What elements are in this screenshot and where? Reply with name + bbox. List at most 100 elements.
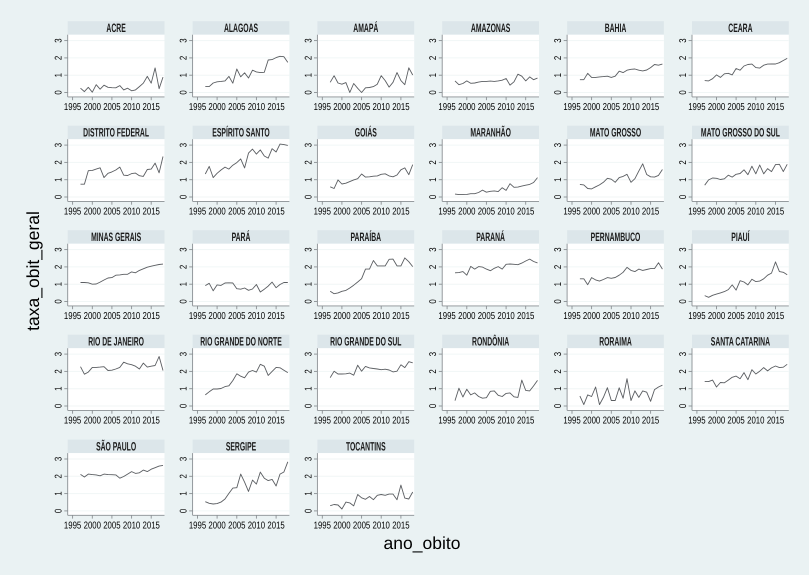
svg-text:0: 0 [303,299,314,304]
svg-text:2015: 2015 [267,311,285,322]
svg-text:0: 0 [179,508,190,513]
svg-text:1: 1 [303,491,314,495]
svg-text:3: 3 [303,247,314,252]
svg-text:3: 3 [54,142,65,147]
svg-text:2000: 2000 [208,416,226,427]
svg-text:MINAS GERAIS: MINAS GERAIS [91,230,141,244]
svg-text:1: 1 [54,491,65,495]
svg-text:2000: 2000 [708,311,726,322]
svg-text:ACRE: ACRE [106,21,125,35]
svg-text:2000: 2000 [208,102,226,113]
svg-text:2: 2 [179,160,190,164]
svg-text:2005: 2005 [603,102,621,113]
svg-text:2: 2 [553,56,564,60]
svg-text:PARAÍBA: PARAÍBA [351,230,382,244]
svg-text:ALAGOAS: ALAGOAS [224,21,258,35]
svg-text:2005: 2005 [103,520,121,531]
svg-text:DISTRITO FEDERAL: DISTRITO FEDERAL [83,126,149,140]
svg-text:2010: 2010 [622,102,640,113]
svg-text:AMAPÁ: AMAPÁ [353,21,378,35]
svg-text:RIO GRANDE DO SUL: RIO GRANDE DO SUL [330,335,402,349]
svg-text:2010: 2010 [248,102,266,113]
svg-text:2005: 2005 [727,102,745,113]
svg-text:2015: 2015 [392,102,410,113]
svg-text:3: 3 [54,456,65,461]
svg-text:CEARA: CEARA [728,21,752,35]
svg-text:2010: 2010 [747,207,765,218]
svg-text:0: 0 [678,90,689,95]
svg-text:3: 3 [303,456,314,461]
svg-text:PIAUÍ: PIAUÍ [731,230,750,244]
svg-text:2010: 2010 [622,311,640,322]
svg-text:2000: 2000 [84,102,102,113]
svg-text:1: 1 [179,282,190,286]
svg-text:2005: 2005 [478,102,496,113]
svg-text:2: 2 [54,369,65,373]
svg-text:2010: 2010 [123,102,141,113]
svg-text:2000: 2000 [208,520,226,531]
svg-text:1: 1 [678,387,689,391]
svg-text:2: 2 [428,160,439,164]
svg-text:PARÁ: PARÁ [232,230,251,244]
svg-text:2015: 2015 [392,416,410,427]
svg-text:0: 0 [678,299,689,304]
svg-text:2: 2 [54,474,65,478]
svg-text:2005: 2005 [228,520,246,531]
svg-text:2005: 2005 [603,311,621,322]
svg-text:0: 0 [179,90,190,95]
svg-text:1: 1 [428,387,439,391]
svg-text:3: 3 [553,247,564,252]
svg-text:2010: 2010 [123,520,141,531]
svg-text:3: 3 [179,456,190,461]
svg-text:0: 0 [54,403,65,408]
svg-text:2000: 2000 [333,520,351,531]
svg-text:MATO GROSSO DO SUL: MATO GROSSO DO SUL [701,126,780,140]
svg-text:2: 2 [54,56,65,60]
svg-text:3: 3 [428,38,439,43]
svg-text:2010: 2010 [248,311,266,322]
svg-text:3: 3 [553,142,564,147]
svg-text:3: 3 [553,351,564,356]
svg-text:3: 3 [179,142,190,147]
svg-text:1: 1 [179,387,190,391]
svg-text:0: 0 [54,90,65,95]
svg-text:2010: 2010 [747,102,765,113]
svg-text:2000: 2000 [84,207,102,218]
svg-text:GOIÁS: GOIÁS [355,126,377,140]
svg-text:3: 3 [303,38,314,43]
svg-text:0: 0 [179,299,190,304]
svg-text:0: 0 [303,508,314,513]
svg-text:3: 3 [179,247,190,252]
svg-text:2: 2 [678,56,689,60]
svg-text:PARANÁ: PARANÁ [476,230,505,244]
svg-text:3: 3 [553,38,564,43]
svg-text:1: 1 [303,73,314,77]
svg-text:1: 1 [553,73,564,77]
svg-text:1995: 1995 [438,416,456,427]
svg-text:2000: 2000 [333,416,351,427]
svg-text:2010: 2010 [373,102,391,113]
svg-text:2015: 2015 [392,520,410,531]
svg-text:1: 1 [553,178,564,182]
svg-text:2000: 2000 [458,311,476,322]
svg-text:2015: 2015 [392,207,410,218]
svg-text:2000: 2000 [458,416,476,427]
svg-text:1: 1 [678,73,689,77]
svg-text:2000: 2000 [708,102,726,113]
svg-text:2015: 2015 [767,311,785,322]
svg-text:2: 2 [678,160,689,164]
svg-text:2: 2 [179,369,190,373]
svg-text:0: 0 [428,90,439,95]
svg-text:2015: 2015 [143,311,161,322]
svg-text:PERNAMBUCO: PERNAMBUCO [591,230,641,244]
svg-text:RIO GRANDE DO NORTE: RIO GRANDE DO NORTE [200,335,282,349]
svg-text:2: 2 [553,369,564,373]
svg-text:SÃO PAULO: SÃO PAULO [96,439,136,453]
svg-text:2000: 2000 [333,311,351,322]
svg-text:2015: 2015 [517,311,535,322]
svg-text:3: 3 [428,142,439,147]
svg-text:2010: 2010 [248,520,266,531]
svg-text:1995: 1995 [563,311,581,322]
svg-text:0: 0 [553,194,564,199]
svg-text:1: 1 [553,387,564,391]
